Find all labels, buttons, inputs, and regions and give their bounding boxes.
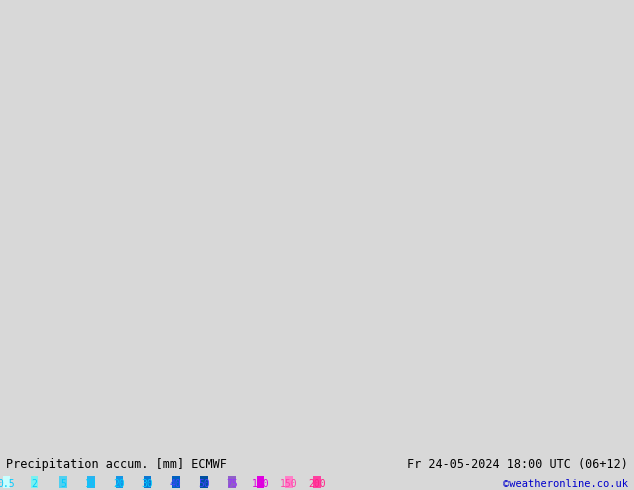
Text: 200: 200: [308, 479, 326, 489]
Text: ©weatheronline.co.uk: ©weatheronline.co.uk: [503, 479, 628, 489]
Text: 150: 150: [280, 479, 297, 489]
Bar: [257, 476, 264, 488]
Text: 2: 2: [32, 479, 37, 489]
Bar: [87, 476, 95, 488]
Text: 30: 30: [141, 479, 153, 489]
Bar: [3, 476, 10, 488]
Text: 5: 5: [60, 479, 66, 489]
Bar: [228, 476, 236, 488]
Text: 10: 10: [85, 479, 97, 489]
Text: 50: 50: [198, 479, 210, 489]
Bar: [200, 476, 208, 488]
Bar: [172, 476, 179, 488]
Text: Precipitation accum. [mm] ECMWF: Precipitation accum. [mm] ECMWF: [6, 458, 227, 470]
Bar: [313, 476, 321, 488]
Text: Fr 24-05-2024 18:00 UTC (06+12): Fr 24-05-2024 18:00 UTC (06+12): [407, 458, 628, 470]
Bar: [115, 476, 123, 488]
Text: 20: 20: [113, 479, 125, 489]
Bar: [31, 476, 39, 488]
Bar: [144, 476, 152, 488]
Text: 75: 75: [226, 479, 238, 489]
Text: 0.5: 0.5: [0, 479, 15, 489]
Bar: [59, 476, 67, 488]
Bar: [285, 476, 292, 488]
Text: 100: 100: [252, 479, 269, 489]
Text: 40: 40: [170, 479, 182, 489]
